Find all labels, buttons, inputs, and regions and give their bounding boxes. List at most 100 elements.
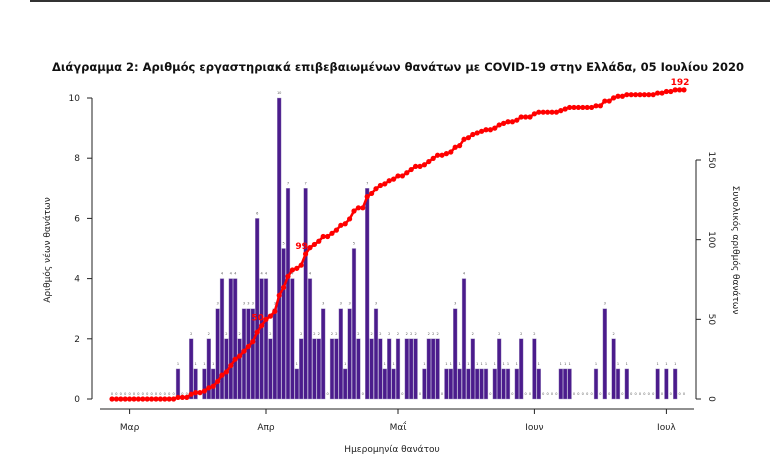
cumulative-point <box>311 241 317 248</box>
cumulative-point <box>404 170 410 176</box>
cumulative-point <box>624 92 630 98</box>
cumulative-point <box>417 163 423 169</box>
cumulative-point <box>430 155 436 162</box>
bar <box>479 368 484 400</box>
bar <box>505 368 511 400</box>
right-tick-label: 150 <box>706 151 716 168</box>
bar <box>246 308 251 400</box>
cumulative-point <box>206 385 212 391</box>
cumulative-point <box>118 396 124 402</box>
bar-value-label: 0 <box>542 392 544 396</box>
cumulative-point <box>369 190 375 197</box>
bar <box>593 368 599 400</box>
bar-value-label: 3 <box>340 302 342 306</box>
bar <box>189 338 194 400</box>
cumulative-point <box>232 356 238 362</box>
cumulative-point <box>281 284 287 291</box>
bar-value-label: 2 <box>208 332 210 336</box>
bar <box>382 368 387 400</box>
cumulative-point <box>267 313 273 319</box>
cumulative-point <box>597 103 604 109</box>
bar-value-label: 0 <box>555 392 557 396</box>
bar <box>435 338 440 400</box>
bar-value-label: 1 <box>450 362 452 366</box>
bar-value-label: 2 <box>612 332 614 336</box>
cumulative-point <box>391 176 397 182</box>
bar <box>365 188 370 400</box>
bar-value-label: 0 <box>608 392 610 396</box>
cumulative-point <box>377 182 383 189</box>
cumulative-point <box>646 92 652 98</box>
cumulative-point <box>549 109 555 115</box>
bar-value-label: 1 <box>617 362 619 366</box>
cumulative-point <box>421 162 427 168</box>
cumulative-point <box>320 233 326 240</box>
bar <box>558 368 563 400</box>
bar-value-label: 2 <box>410 332 412 336</box>
bar-value-label: 0 <box>643 392 645 396</box>
cumulative-point <box>677 87 683 93</box>
bar-value-label: 1 <box>595 362 597 366</box>
cumulative-point <box>606 98 612 104</box>
bar-value-label: 0 <box>128 392 130 396</box>
bar-value-label: 7 <box>366 181 368 185</box>
cumulative-point <box>602 98 608 104</box>
cumulative-point <box>496 122 502 128</box>
bar <box>373 308 379 400</box>
bar <box>413 338 418 400</box>
bar-value-label: 1 <box>485 362 487 366</box>
bar <box>461 278 467 400</box>
bar-value-label: 0 <box>186 392 188 396</box>
bar <box>272 308 277 400</box>
bar-value-label: 3 <box>243 302 245 306</box>
bar-value-label: 3 <box>322 302 324 306</box>
cumulative-point <box>399 173 405 179</box>
bar-value-label: 3 <box>604 302 606 306</box>
cumulative-point <box>175 394 181 401</box>
annotation-label: 192 <box>671 78 690 88</box>
cumulative-point <box>575 104 582 111</box>
cumulative-point <box>259 323 265 329</box>
bar-value-label: 2 <box>269 332 271 336</box>
bar-value-label: 0 <box>639 392 641 396</box>
cumulative-point <box>571 104 577 111</box>
cumulative-point <box>593 103 599 109</box>
cumulative-point <box>426 158 432 165</box>
bar <box>378 338 383 400</box>
cumulative-point <box>188 391 194 397</box>
cumulative-point <box>171 396 177 402</box>
bar-value-label: 0 <box>146 392 148 396</box>
cumulative-point <box>580 104 586 111</box>
bar <box>655 368 660 400</box>
cumulative-point <box>263 316 269 322</box>
bar-value-label: 5 <box>353 242 355 246</box>
cumulative-point <box>514 117 520 123</box>
bar-value-label: 0 <box>511 392 513 396</box>
bar <box>431 338 436 400</box>
cumulative-point <box>179 394 185 401</box>
left-tick-label: 2 <box>74 335 80 345</box>
cumulative-point <box>215 378 221 385</box>
cumulative-point <box>144 396 150 402</box>
cumulative-point <box>395 173 401 179</box>
bar <box>285 188 291 400</box>
bar-value-label: 10 <box>277 91 281 95</box>
cumulative-point <box>659 90 665 96</box>
bar <box>466 368 471 400</box>
bar <box>277 97 282 400</box>
left-tick-label: 8 <box>74 154 80 164</box>
bar-value-label: 0 <box>401 392 403 396</box>
cumulative-point <box>193 390 199 396</box>
cumulative-point <box>567 104 573 111</box>
cumulative-point <box>641 92 648 98</box>
bar-value-label: 0 <box>419 392 421 396</box>
cumulative-point <box>298 262 304 268</box>
x-tick-label: Μαΐ <box>390 421 407 433</box>
bar-value-label: 0 <box>582 392 584 396</box>
bar <box>673 368 678 400</box>
bar <box>624 368 629 400</box>
cumulative-point <box>681 87 687 93</box>
bar <box>444 368 449 400</box>
x-tick-label: Απρ <box>257 423 275 433</box>
bar-value-label: 1 <box>476 362 478 366</box>
